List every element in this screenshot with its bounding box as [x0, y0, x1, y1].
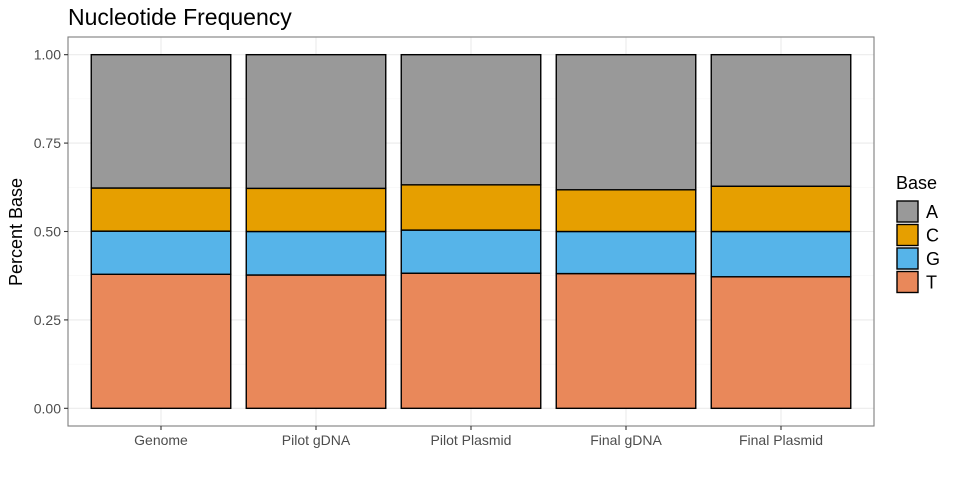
- x-axis: Genome Pilot gDNA Pilot Plasmid Final gDNA F…: [134, 426, 823, 448]
- bar-segment-A: [90, 53, 232, 189]
- bar-segment-T: [400, 272, 542, 410]
- legend-key-C: [896, 223, 919, 247]
- y-tick-label: 0.00: [34, 400, 61, 416]
- x-tick-label: Final Plasmid: [739, 432, 823, 448]
- bar-segment-C: [555, 189, 697, 233]
- bar-segment-T: [555, 272, 697, 410]
- bar-segment-T: [245, 274, 387, 410]
- y-tick-label: 0.50: [34, 224, 61, 240]
- y-tick-label: 1.00: [34, 47, 61, 63]
- y-tick-label: 0.25: [34, 312, 61, 328]
- x-tick-label: Pilot gDNA: [282, 432, 351, 448]
- bar-segment-A: [245, 53, 387, 190]
- bars: [90, 53, 852, 410]
- y-axis-title: Percent Base: [6, 178, 26, 286]
- bar-segment-C: [245, 187, 387, 233]
- legend-title: Base: [896, 173, 937, 193]
- legend-label-G: G: [926, 249, 940, 269]
- bar-segment-G: [400, 229, 542, 274]
- legend-key-G: [896, 247, 919, 270]
- y-tick-label: 0.75: [34, 135, 61, 151]
- bar-segment-G: [555, 230, 697, 275]
- legend-label-C: C: [926, 226, 939, 246]
- legend-label-T: T: [926, 273, 937, 293]
- x-tick-label: Pilot Plasmid: [431, 432, 512, 448]
- bar-segment-A: [710, 53, 852, 187]
- bar-segment-G: [245, 230, 387, 276]
- bar-segment-C: [400, 184, 542, 231]
- legend-key-A: [896, 200, 919, 223]
- bar-segment-C: [90, 187, 232, 232]
- bar-segment-T: [710, 276, 852, 410]
- bar-segment-G: [710, 230, 852, 278]
- bar-segment-T: [90, 273, 232, 410]
- x-tick-label: Final gDNA: [590, 432, 662, 448]
- bar-segment-C: [710, 185, 852, 233]
- bar-segment-A: [555, 53, 697, 191]
- bar-segment-A: [400, 53, 542, 186]
- y-axis: 0.00 0.25 0.50 0.75 1.00: [34, 47, 68, 416]
- chart-title: Nucleotide Frequency: [68, 4, 292, 30]
- legend-label-A: A: [926, 202, 938, 222]
- bar-segment-G: [90, 230, 232, 275]
- legend-key-T: [896, 270, 919, 294]
- x-tick-label: Genome: [134, 432, 188, 448]
